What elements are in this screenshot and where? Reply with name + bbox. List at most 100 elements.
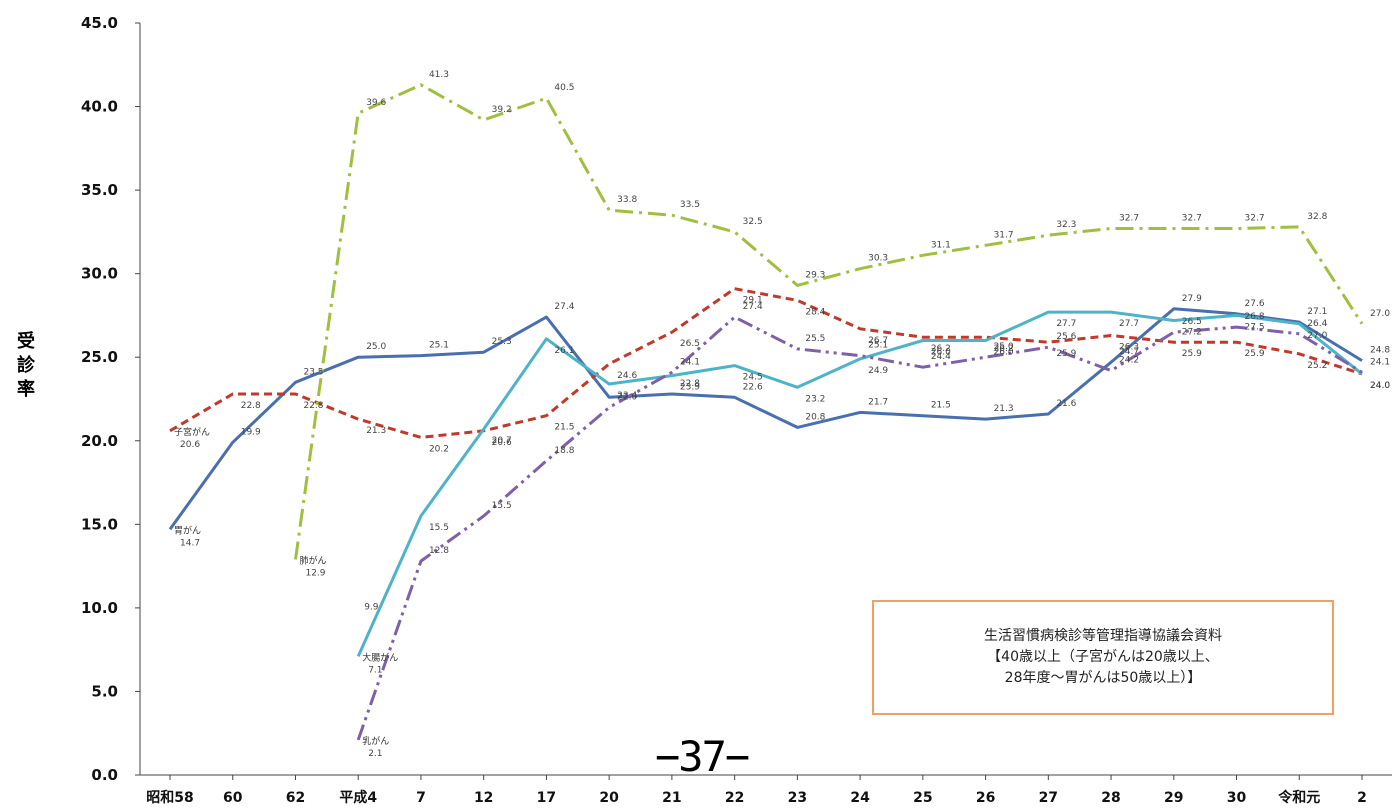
data-value-label: 26.7 xyxy=(868,336,888,346)
data-value-label: 21.3 xyxy=(994,404,1014,414)
data-value-label: 41.3 xyxy=(429,70,449,80)
data-value-label: 27.5 xyxy=(1245,322,1265,332)
data-value-label: 30.3 xyxy=(868,254,888,264)
data-value-label: 31.1 xyxy=(931,240,951,250)
y-tick-label: 30.0 xyxy=(81,265,118,283)
data-value-label: 23.9 xyxy=(680,383,700,393)
data-value-label: 21.7 xyxy=(868,397,888,407)
x-tick-label: 27 xyxy=(1039,790,1058,806)
x-tick-label: 昭和58 xyxy=(146,790,193,806)
y-axis-title-char: 受 xyxy=(17,331,35,352)
data-value-label: 24.1 xyxy=(1370,357,1390,367)
data-value-label: 20.8 xyxy=(805,412,825,422)
series-start-label: 乳がん xyxy=(362,735,389,747)
data-value-label: 28.4 xyxy=(805,307,825,317)
data-value-label: 26.2 xyxy=(994,344,1014,354)
data-value-label: 24.6 xyxy=(617,371,637,381)
y-tick-label: 0.0 xyxy=(91,766,118,784)
x-tick-label: 12 xyxy=(474,790,493,806)
data-value-label: 32.7 xyxy=(1182,214,1202,224)
data-value-label: 32.7 xyxy=(1245,214,1265,224)
data-value-label: 9.9 xyxy=(364,603,379,613)
y-tick-label: 15.0 xyxy=(81,515,118,533)
data-value-label: 18.8 xyxy=(554,446,574,456)
data-value-label: 33.8 xyxy=(617,195,637,205)
data-value-label: 22.6 xyxy=(743,382,763,392)
data-value-label: 31.7 xyxy=(994,230,1014,240)
x-tick-label: 令和元 xyxy=(1277,789,1320,806)
data-value-label: 7.1 xyxy=(368,665,382,675)
data-value-label: 21.5 xyxy=(931,401,951,411)
series-line-4 xyxy=(356,310,1363,658)
data-value-label: 25.1 xyxy=(429,341,449,351)
source-note-box: 生活習慣病検診等管理指導協議会資料 【40歳以上（子宮がんは20歳以上、 28年… xyxy=(872,600,1334,715)
data-value-label: 24.9 xyxy=(868,366,888,376)
data-value-label: 23.4 xyxy=(617,391,637,401)
data-value-label: 27.0 xyxy=(1307,331,1327,341)
y-tick-label: 5.0 xyxy=(91,682,118,700)
data-value-label: 21.3 xyxy=(366,426,386,436)
data-value-label: 27.7 xyxy=(1119,319,1139,329)
data-value-label: 26.0 xyxy=(931,348,951,358)
data-value-label: 32.5 xyxy=(743,217,763,227)
source-note-line-2: 【40歳以上（子宮がんは20歳以上、 xyxy=(987,649,1219,665)
x-tick-label: 7 xyxy=(416,790,426,806)
data-value-label: 20.6 xyxy=(180,440,200,450)
series-line-5 xyxy=(356,315,1363,741)
data-value-label: 25.0 xyxy=(366,342,386,352)
data-value-label: 27.6 xyxy=(1245,299,1265,309)
data-value-label: 24.2 xyxy=(1119,356,1139,366)
data-value-label: 29.1 xyxy=(743,296,763,306)
y-tick-label: 20.0 xyxy=(81,432,118,450)
data-value-label: 19.9 xyxy=(241,427,261,437)
data-value-label: 24.0 xyxy=(1370,381,1390,391)
data-value-label: 26.4 xyxy=(1307,319,1327,329)
y-tick-label: 40.0 xyxy=(81,98,118,116)
data-value-label: 39.2 xyxy=(492,105,512,115)
data-value-label: 26.5 xyxy=(1182,317,1202,327)
x-tick-label: 22 xyxy=(725,790,744,806)
data-value-label: 32.7 xyxy=(1119,214,1139,224)
x-tick-label: 20 xyxy=(599,790,619,806)
data-value-label: 32.8 xyxy=(1307,212,1327,222)
data-value-label: 26.3 xyxy=(1119,342,1139,352)
x-tick-label: 30 xyxy=(1227,790,1247,806)
data-value-label: 20.2 xyxy=(429,444,449,454)
data-value-label: 2.1 xyxy=(368,749,382,759)
data-value-label: 22.0 xyxy=(617,392,637,402)
data-value-label: 26.8 xyxy=(1245,312,1265,322)
data-value-label: 32.3 xyxy=(1056,220,1076,230)
series-start-label: 胃がん xyxy=(174,524,201,536)
data-value-label: 12.8 xyxy=(429,546,449,556)
x-tick-label: 21 xyxy=(662,790,681,806)
data-value-label: 26.0 xyxy=(994,348,1014,358)
data-value-label: 20.6 xyxy=(492,438,512,448)
y-axis-title-char: 診 xyxy=(17,355,35,376)
data-value-label: 24.1 xyxy=(680,357,700,367)
y-axis-title-char: 率 xyxy=(17,379,35,400)
y-tick-label: 35.0 xyxy=(81,181,118,199)
data-value-label: 14.7 xyxy=(180,538,200,548)
data-value-label: 25.6 xyxy=(1056,332,1076,342)
data-value-label: 27.2 xyxy=(1182,327,1202,337)
data-value-label: 25.0 xyxy=(994,342,1014,352)
data-value-label: 24.7 xyxy=(1119,347,1139,357)
data-value-label: 24.4 xyxy=(931,352,951,362)
data-value-label: 27.7 xyxy=(1056,319,1076,329)
x-tick-label: 62 xyxy=(286,790,305,806)
chart-axes: 0.0 5.0 10.0 15.0 20.0 25.0 30.0 35.0 40.0 45.0 昭和… xyxy=(81,14,1392,806)
source-note-line-1: 生活習慣病検診等管理指導協議会資料 xyxy=(984,628,1222,644)
data-value-label: 40.5 xyxy=(554,83,574,93)
y-tick-label: 10.0 xyxy=(81,599,118,617)
data-value-label: 12.9 xyxy=(305,568,325,578)
data-value-label: 26.5 xyxy=(680,339,700,349)
series-start-label: 肺がん xyxy=(299,554,326,566)
x-tick-label: 23 xyxy=(788,790,807,806)
data-value-label: 25.2 xyxy=(1307,361,1327,371)
page-number: −37− xyxy=(655,732,750,781)
data-value-label: 27.4 xyxy=(743,302,763,312)
x-tick-label: 28 xyxy=(1101,790,1120,806)
x-tick-label: 60 xyxy=(223,790,243,806)
x-tick-label: 29 xyxy=(1164,790,1183,806)
